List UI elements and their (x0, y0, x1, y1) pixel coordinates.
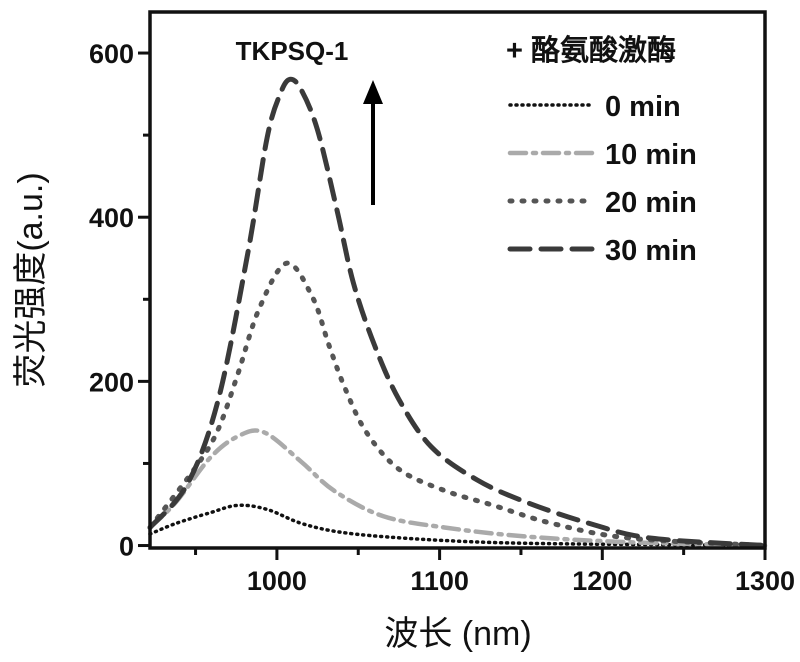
y-tick-label: 400 (89, 203, 134, 233)
chart-title: TKPSQ-1 (236, 36, 349, 66)
series-line-10-min (147, 428, 768, 548)
legend-label: 10 min (605, 139, 697, 171)
x-tick-label: 1100 (410, 566, 469, 596)
x-tick-label: 1000 (247, 566, 307, 596)
y-tick-label: 0 (119, 532, 134, 562)
plot-frame (148, 10, 767, 550)
series-layer (147, 76, 768, 549)
legend: 0 min 10 min 20 min 30 min (507, 91, 697, 267)
legend-label: 0 min (605, 91, 681, 123)
series-line-30-min (147, 76, 768, 549)
y-tick-label: 200 (89, 367, 134, 397)
ticks-layer: 1000 1100 1200 1300 0 200 400 600 (89, 39, 795, 596)
x-tick-label: 1300 (735, 566, 795, 596)
legend-label: 30 min (605, 235, 697, 267)
legend-title: + 酪氨酸激酶 (506, 34, 676, 67)
x-axis-label: 波长 (nm) (384, 615, 531, 653)
series-line-0-min (148, 503, 767, 548)
x-tick-label: 1200 (572, 566, 632, 596)
series-line-20-min (147, 260, 768, 549)
arrow-up-icon (363, 80, 383, 205)
y-tick-label: 600 (89, 39, 134, 69)
legend-label: 20 min (605, 187, 697, 219)
y-axis-label: 荧光强度(a.u.) (12, 172, 50, 387)
